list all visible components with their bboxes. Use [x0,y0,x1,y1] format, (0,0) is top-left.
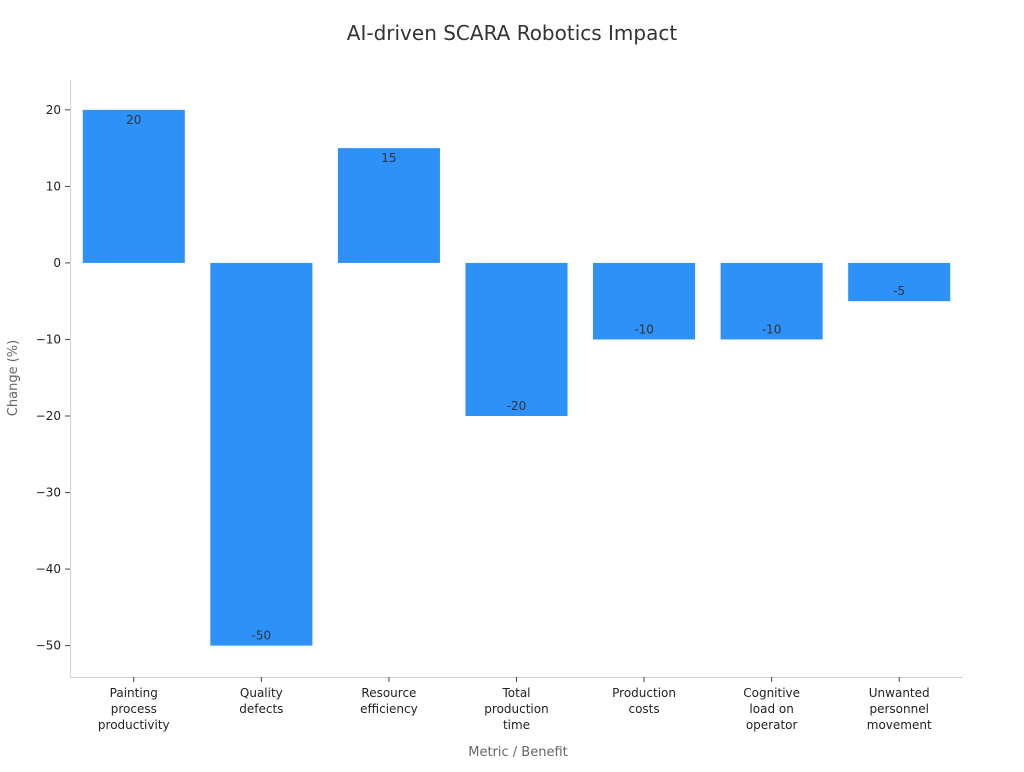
x-tick-label: production [484,702,548,716]
data-label: -10 [634,322,654,336]
bar [720,262,823,340]
x-tick-label: time [503,718,530,732]
data-label: -20 [507,399,527,413]
x-tick-label: Cognitive [743,686,800,700]
x-tick-label: Total [501,686,530,700]
y-tick-label: −30 [36,486,61,500]
data-label: -50 [252,629,272,643]
chart-title: AI-driven SCARA Robotics Impact [347,21,678,45]
data-label: -10 [762,322,782,336]
y-axis-label: Change (%) [6,340,21,416]
bar [593,262,696,340]
x-tick-label: Resource [361,686,416,700]
x-tick-label: Unwanted [869,686,930,700]
x-tick-label: Production [612,686,676,700]
x-tick-label: productivity [98,718,170,732]
bar [82,109,185,263]
x-axis-label: Metric / Benefit [468,745,568,760]
y-tick-label: 0 [53,256,61,270]
data-label: -5 [893,284,905,298]
data-label: 15 [381,151,396,165]
data-label: 20 [126,113,141,127]
x-tick-label: Painting [110,686,158,700]
x-tick-label: personnel [869,702,928,716]
bar [337,148,440,263]
x-tick-label: process [111,702,157,716]
y-tick-label: 10 [46,179,61,193]
x-tick-label: costs [628,702,659,716]
x-tick-label: efficiency [360,702,418,716]
y-tick-label: −10 [36,332,61,346]
y-tick-label: 20 [46,103,61,117]
x-tick-label: Quality [240,686,283,700]
y-tick-label: −20 [36,409,61,423]
y-tick-label: −40 [36,562,61,576]
bar [848,262,951,302]
x-tick-label: load on [749,702,793,716]
x-tick-label: movement [867,718,932,732]
x-tick-label: operator [746,718,798,732]
y-tick-label: −50 [36,639,61,653]
bar [465,262,568,417]
x-tick-label: defects [239,702,283,716]
bar [210,262,313,646]
